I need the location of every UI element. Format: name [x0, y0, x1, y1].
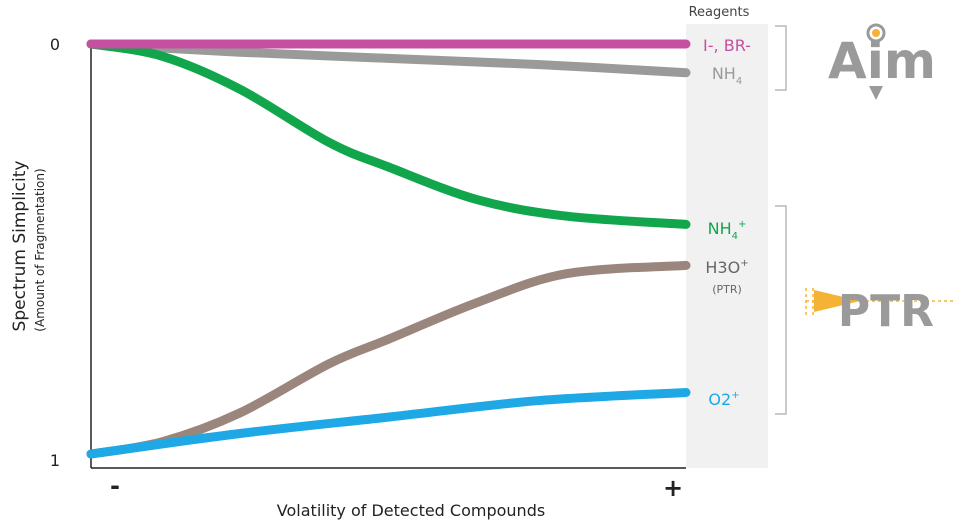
aim-logo-text: Aim [828, 32, 936, 90]
ptr-logo: PTR [805, 286, 956, 337]
label-i-br: I-, BR- [703, 36, 751, 55]
y-tick-label-bottom: 1 [50, 451, 60, 470]
x-tick-label-right: + [663, 474, 683, 502]
ptr-logo-cone [814, 290, 860, 312]
x-tick-label-left: - [110, 472, 120, 500]
series-layer [86, 39, 691, 459]
aim-logo-arrow [869, 86, 883, 100]
label-nh4: NH4 [712, 64, 742, 87]
x-axis-label: Volatility of Detected Compounds [277, 501, 545, 520]
y-tick-label-top: 0 [50, 35, 60, 54]
reagents-band [686, 24, 768, 468]
ptr-bracket [775, 205, 787, 415]
aim-bracket [775, 25, 787, 91]
aim-logo-dot-center [872, 29, 880, 37]
series-line-4 [86, 388, 691, 459]
series-line-1 [86, 39, 691, 78]
ptr-logo-text: PTR [838, 286, 934, 337]
y-axis-sublabel: (Amount of Fragmentation) [33, 168, 47, 331]
series-line-3 [86, 260, 691, 459]
series-line-2 [86, 39, 691, 229]
label-h3o-plus: H3O+ [705, 258, 748, 277]
y-axis-label: Spectrum Simplicity [10, 161, 30, 332]
legend-title: Reagents [689, 5, 750, 20]
aim-logo: Aim [828, 23, 936, 100]
label-h3o-sub: (PTR) [712, 283, 742, 296]
